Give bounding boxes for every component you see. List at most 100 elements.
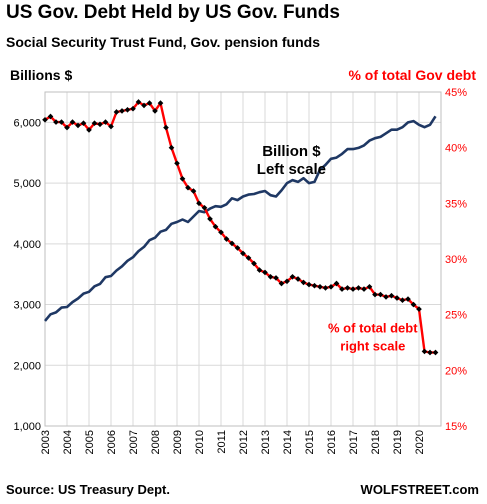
x-tick-label: 2010 (194, 430, 206, 454)
percent-marker (234, 245, 241, 251)
percent-marker (102, 119, 109, 125)
percent-marker (262, 269, 268, 276)
percent-marker (218, 229, 224, 236)
percent-marker (212, 223, 219, 230)
percent-marker (185, 184, 191, 191)
percent-marker (372, 291, 378, 298)
x-tick-label: 2009 (172, 430, 184, 454)
left-axis-title: Billions $ (10, 67, 72, 83)
percent-marker (339, 286, 345, 292)
right-tick-label: 45% (445, 87, 467, 99)
x-tick-label: 2013 (260, 430, 272, 454)
percent-marker (350, 286, 356, 292)
left-scale-annotation: Left scale (257, 161, 326, 178)
percent-marker (135, 99, 142, 105)
percent-marker (201, 204, 208, 211)
percent-marker (278, 280, 285, 287)
percent-marker (251, 260, 257, 267)
right-tick-label: 25% (445, 310, 467, 322)
percent-marker (163, 124, 169, 131)
percent-marker (179, 175, 186, 182)
percent-marker (421, 348, 428, 355)
percent-marker (196, 200, 202, 207)
percent-marker (146, 100, 153, 106)
percent-marker (383, 294, 389, 300)
x-tick-label: 2003 (40, 430, 52, 454)
percent-marker (75, 122, 81, 129)
percent-line (44, 100, 436, 354)
percent-marker (91, 120, 98, 127)
left-tick-label: 4,000 (13, 239, 41, 251)
percent-marker (361, 286, 367, 292)
right-tick-label: 15% (445, 421, 467, 433)
percent-marker (377, 291, 384, 298)
percent-marker (344, 285, 351, 291)
percent-marker (168, 144, 175, 151)
percent-marker (130, 105, 136, 112)
percent-marker (267, 273, 274, 280)
brand-label: WOLFSTREET.com (360, 482, 479, 497)
percent-marker (69, 119, 76, 125)
x-tick-label: 2005 (84, 430, 96, 454)
percent-marker (273, 275, 279, 281)
percent-marker (113, 109, 120, 115)
left-tick-label: 2,000 (13, 360, 41, 372)
percent-marker (317, 283, 323, 290)
percent-marker (427, 349, 433, 356)
percent-marker (284, 278, 290, 285)
percent-marker (394, 295, 400, 301)
percent-marker (416, 306, 422, 312)
x-tick-label: 2006 (106, 430, 118, 454)
percent-marker (240, 250, 246, 257)
percent-marker (174, 160, 180, 167)
percent-marker (289, 273, 296, 280)
x-tick-label: 2011 (216, 430, 228, 454)
x-tick-label: 2007 (128, 430, 140, 454)
right-scale-annotation: right scale (340, 338, 405, 353)
x-tick-label: 2014 (282, 430, 294, 454)
chart-subtitle: Social Security Trust Fund, Gov. pension… (6, 34, 321, 50)
percent-marker (97, 121, 103, 128)
percent-marker (333, 280, 340, 287)
right-tick-label: 35% (445, 198, 467, 210)
percent-marker (311, 282, 318, 289)
percent-marker (300, 279, 307, 286)
percent-marker (223, 236, 230, 242)
right-scale-annotation: % of total debt (328, 320, 418, 335)
percent-marker (322, 285, 329, 291)
percent-marker (157, 100, 164, 106)
percent-marker (80, 120, 87, 127)
right-tick-label: 30% (445, 254, 467, 266)
left-tick-label: 5,000 (13, 178, 41, 190)
percent-marker (190, 188, 197, 194)
plot-frame (44, 91, 442, 427)
percent-marker (256, 267, 263, 273)
source-note: Source: US Treasury Dept. (6, 482, 170, 497)
left-tick-label: 3,000 (13, 300, 41, 312)
x-tick-label: 2017 (348, 430, 360, 454)
left-scale-annotation: Billion $ (262, 143, 321, 160)
x-tick-label: 2004 (62, 430, 74, 454)
percent-marker (141, 102, 147, 109)
percent-marker (410, 301, 417, 308)
percent-marker (306, 281, 312, 288)
percent-marker (124, 106, 131, 113)
percent-marker (119, 108, 125, 114)
x-tick-label: 2019 (392, 430, 404, 454)
percent-marker (245, 255, 252, 261)
percent-marker (229, 240, 235, 247)
x-tick-label: 2012 (238, 430, 250, 454)
percent-marker (432, 349, 439, 356)
percent-marker (399, 297, 406, 304)
percent-marker (366, 283, 373, 290)
x-tick-label: 2016 (326, 430, 338, 454)
x-tick-label: 2018 (370, 430, 382, 454)
x-tick-label: 2008 (150, 430, 162, 454)
percent-marker (152, 108, 158, 114)
right-tick-label: 20% (445, 365, 467, 377)
percent-marker (328, 283, 334, 290)
left-tick-label: 1,000 (13, 421, 41, 433)
billions-line (44, 115, 437, 322)
right-tick-label: 40% (445, 143, 467, 155)
